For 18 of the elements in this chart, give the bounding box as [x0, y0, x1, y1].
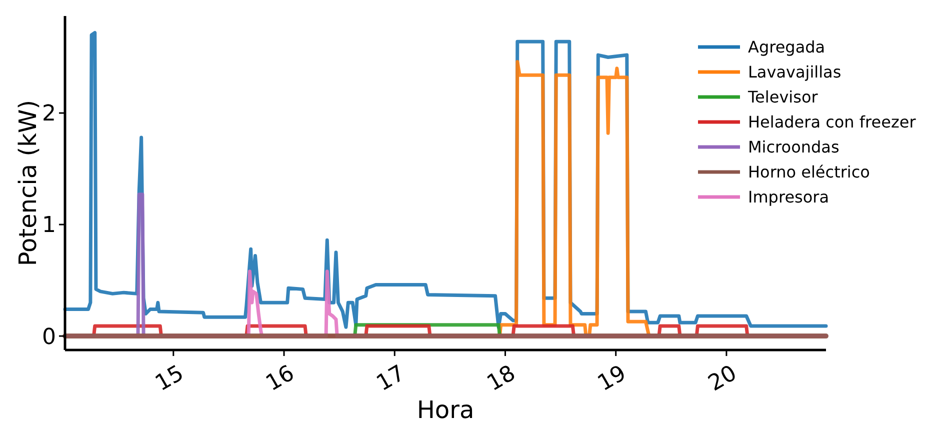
x-tick-label: 16	[262, 360, 299, 397]
x-tick-label: 18	[483, 360, 520, 397]
legend-label: Impresora	[748, 188, 830, 207]
x-tick-label: 19	[594, 360, 631, 397]
x-tick-label: 20	[704, 360, 742, 397]
legend-label: Lavavajillas	[748, 62, 842, 82]
legend-label: Horno eléctrico	[748, 162, 870, 182]
legend-label: Televisor	[747, 88, 818, 107]
legend-label: Heladera con freezer	[748, 112, 916, 132]
legend-label: Microondas	[748, 138, 840, 157]
y-tick-label: 0	[42, 324, 56, 350]
x-axis-title: Hora	[416, 396, 474, 422]
x-tick-label: 17	[372, 360, 410, 397]
y-tick-label: 1	[42, 213, 56, 238]
y-tick-label: 2	[42, 102, 56, 127]
y-axis-title: Potencia (kW)	[14, 100, 42, 266]
legend-label: Agregada	[748, 38, 826, 57]
x-tick-label: 15	[151, 360, 188, 397]
